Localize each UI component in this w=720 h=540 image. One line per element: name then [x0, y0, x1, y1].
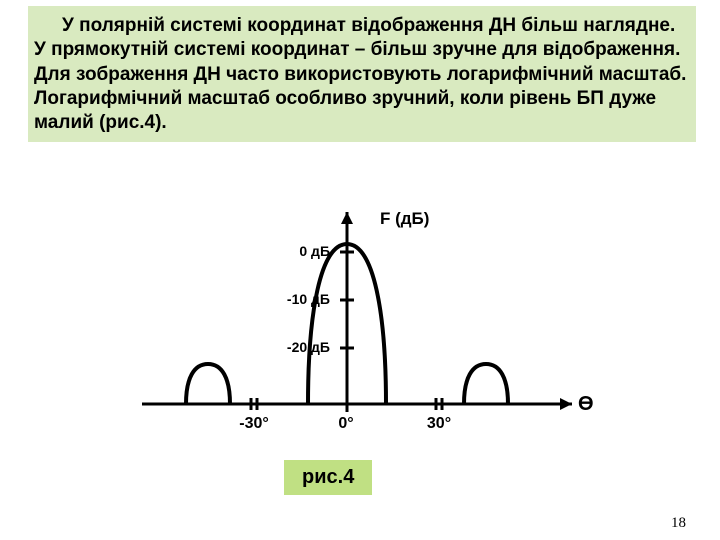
- figure-diagram: 0 дБ -10 дБ -20 дБ -30° 0° 30° F (дБ) Ө: [132, 194, 598, 448]
- y-axis-arrow: [341, 212, 353, 224]
- right-side-lobe: [464, 364, 508, 404]
- figure-caption: рис.4: [284, 460, 372, 495]
- xtick-label-2: 30°: [427, 415, 451, 432]
- left-side-lobe: [186, 364, 230, 404]
- xtick-label-0: -30°: [239, 415, 269, 432]
- ytick-label-0: 0 дБ: [299, 243, 330, 259]
- ytick-label-1: -10 дБ: [287, 291, 330, 307]
- page-number: 18: [671, 515, 686, 532]
- y-axis-label: F (дБ): [380, 209, 429, 228]
- description-paragraph: У полярній системі координат відображенн…: [28, 6, 696, 142]
- xtick-label-1: 0°: [338, 415, 353, 432]
- radiation-pattern-chart: 0 дБ -10 дБ -20 дБ -30° 0° 30° F (дБ) Ө: [132, 194, 598, 448]
- x-axis-label: Ө: [578, 393, 594, 415]
- x-axis-arrow: [560, 398, 572, 410]
- paragraph-text: У полярній системі координат відображенн…: [34, 15, 686, 133]
